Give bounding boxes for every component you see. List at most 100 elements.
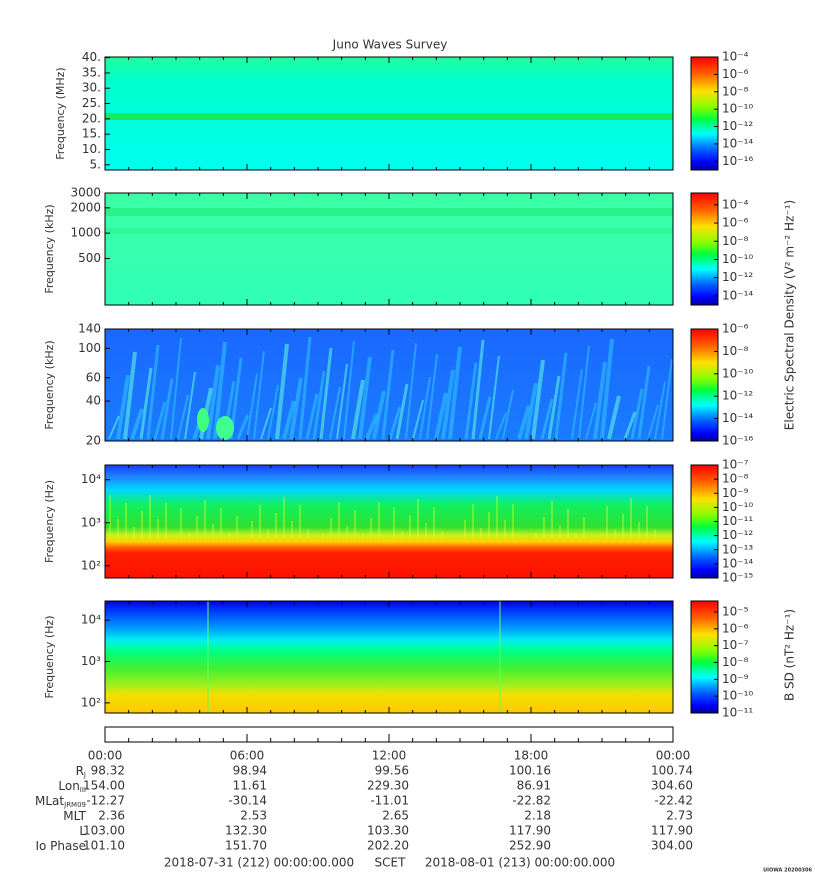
ephemeris-value: 2.18 (524, 809, 551, 823)
streak (419, 376, 431, 440)
footer-center: SCET (375, 856, 407, 870)
colorbar-tick-label: 10⁻¹⁵ (722, 571, 753, 585)
streak (381, 349, 395, 440)
streak (139, 367, 153, 440)
colorbar-tick-label: 10⁻⁷ (722, 458, 749, 472)
ephemeris-label-sub: J (83, 771, 86, 779)
time-label: 12:00 (372, 749, 407, 763)
streak (116, 374, 130, 440)
colorbar-tick-label: 10⁻¹² (722, 270, 753, 284)
colorbar-tick-label: 10⁻¹² (722, 119, 753, 133)
streak (524, 382, 538, 440)
colorbar-tick-label: 10⁻¹² (722, 528, 753, 542)
streak (517, 405, 531, 440)
colorbar-tick-label: 10⁻¹⁴ (722, 136, 753, 150)
colorbar-tick-label: 10⁻¹⁴ (722, 288, 753, 302)
colorbar-tick-label: 10⁻¹⁰ (722, 689, 753, 703)
y-tick-label: 2000 (70, 200, 101, 214)
colorbar-tick-label: 10⁻¹² (722, 389, 753, 403)
ephemeris-value: -22.42 (654, 794, 693, 808)
y-tick-label: 10² (81, 558, 101, 572)
streak (488, 355, 500, 440)
streak (571, 368, 583, 440)
ephemeris-value: 304.00 (651, 839, 693, 853)
band (105, 228, 673, 234)
streak (336, 363, 348, 440)
y-tick-label: 140 (78, 322, 101, 336)
streak (426, 353, 438, 440)
colorbar-tick-label: 10⁻⁶ (722, 216, 749, 230)
streak (267, 384, 279, 440)
ephemeris-label: RJ (76, 764, 86, 780)
spectrogram (105, 465, 673, 578)
streak (184, 371, 196, 440)
streak (343, 340, 355, 440)
streak (123, 351, 137, 440)
ephemeris-label-sub: JRM09 (63, 801, 86, 809)
ephemeris-value: 103.00 (83, 824, 125, 838)
y-tick-label: 500 (78, 251, 101, 265)
streak (412, 399, 424, 440)
streak (661, 358, 673, 440)
ephemeris-label: Io Phase (35, 839, 86, 853)
colorbar (690, 600, 719, 714)
ephemeris-value: -22.82 (512, 794, 551, 808)
streak (130, 408, 144, 440)
streak (531, 359, 545, 440)
streak (329, 386, 341, 440)
colorbar (690, 328, 719, 442)
streak (170, 337, 182, 440)
y-axis-label: Frequency (MHz) (54, 67, 67, 159)
y-axis-label: Frequency (Hz) (43, 480, 56, 563)
ephemeris-value: 86.91 (517, 779, 551, 793)
colorbar-label: Electric Spectral Density (V² m⁻² Hz⁻¹) (783, 200, 797, 430)
title: Juno Waves Survey (332, 38, 448, 52)
colorbar-tick-label: 10⁻⁸ (722, 234, 749, 248)
ephemeris-value: 100.16 (509, 764, 551, 778)
ephemeris-value: 229.30 (367, 779, 409, 793)
streak (600, 338, 614, 440)
streak (253, 350, 265, 440)
band (105, 113, 673, 120)
streak (593, 361, 607, 440)
ephemeris-label-main: Lon (58, 779, 79, 793)
ephemeris-value: -12.27 (86, 794, 125, 808)
streak (630, 388, 644, 440)
y-tick-label: 1000 (70, 226, 101, 240)
y-tick-label: 10. (82, 142, 101, 156)
streak (607, 395, 621, 440)
colorbar-tick-label: 10⁻¹⁶ (722, 434, 753, 448)
ephemeris-value: 202.20 (367, 839, 409, 853)
ephemeris-value: -11.01 (370, 794, 409, 808)
streak (637, 365, 651, 440)
streak (471, 339, 485, 440)
streak (246, 373, 258, 440)
ephemeris-label: L (79, 824, 86, 838)
colorbar (690, 56, 719, 171)
y-tick-label: 40. (82, 50, 101, 64)
colorbar-tick-label: 10⁻⁷ (722, 638, 749, 652)
ephemeris-value: 101.10 (83, 839, 125, 853)
streak (448, 346, 462, 440)
y-axis-label: Frequency (Hz) (43, 616, 56, 699)
ephemeris-value: 99.56 (375, 764, 409, 778)
y-tick-label: 20. (82, 111, 101, 125)
ephemeris-label-sub: III (80, 786, 86, 794)
streak (434, 392, 448, 440)
streak (275, 343, 289, 440)
streak (358, 356, 372, 440)
streak (319, 347, 333, 440)
ephemeris-label: MLatJRM09 (35, 794, 86, 810)
y-tick-label: 10³ (81, 515, 101, 529)
streak (298, 336, 312, 440)
ephemeris-value: 252.90 (509, 839, 551, 853)
ephemeris-value: 304.60 (651, 779, 693, 793)
colorbar-tick-label: 10⁻¹³ (722, 542, 753, 556)
streak (554, 352, 568, 440)
streak (547, 375, 561, 440)
streak (108, 415, 120, 440)
streak (372, 390, 386, 440)
y-axis-label: Frequency (kHz) (43, 204, 56, 293)
ephemeris-value: 2.36 (98, 809, 125, 823)
colorbar-tick-label: 10⁻⁴ (722, 50, 749, 64)
